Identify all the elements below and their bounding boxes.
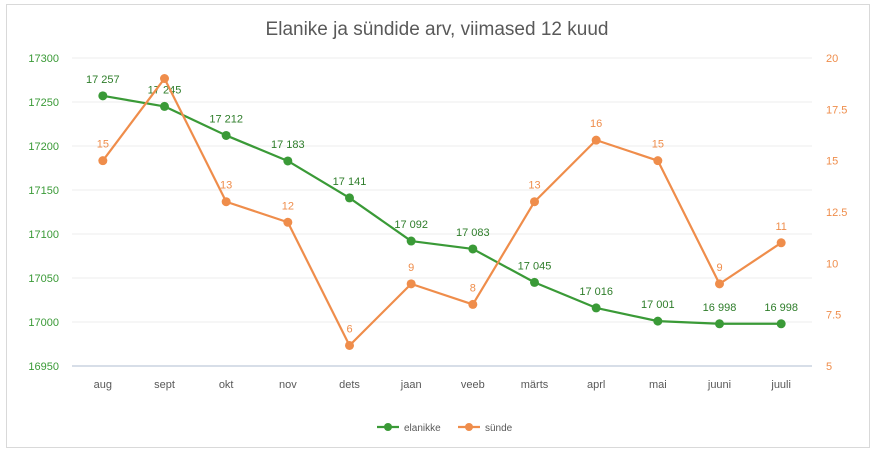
- legend: elanikke sünde: [377, 423, 513, 434]
- data-point: [653, 316, 663, 326]
- series-sünde: 15 13 12 6 9 8 13 16 15 9 11: [97, 74, 787, 350]
- x-tick-label: nov: [279, 379, 297, 391]
- data-label: 17 083: [456, 227, 490, 239]
- data-label: 9: [716, 262, 722, 274]
- data-point: [98, 156, 108, 166]
- data-point: [406, 279, 416, 289]
- y-left-tick-label: 17250: [28, 97, 59, 109]
- data-point: [283, 156, 293, 166]
- legend-marker: [384, 423, 392, 431]
- data-point: [776, 319, 786, 329]
- data-label: 13: [220, 180, 232, 192]
- legend-marker: [465, 423, 473, 431]
- data-label: 17 092: [394, 219, 428, 231]
- data-label: 17 045: [518, 260, 552, 272]
- data-point: [591, 303, 601, 313]
- data-point: [530, 277, 539, 287]
- y-left-tick-label: 17300: [28, 53, 59, 65]
- data-point: [160, 74, 169, 84]
- data-label: 15: [97, 139, 109, 151]
- data-label: 13: [528, 180, 540, 192]
- legend-label: elanikke: [404, 423, 441, 434]
- data-label: 6: [346, 323, 352, 335]
- data-label: 17 001: [641, 299, 675, 311]
- legend-label: sünde: [485, 423, 513, 434]
- data-label: 17 016: [579, 286, 613, 298]
- y-left-tick-label: 17100: [28, 229, 59, 241]
- y-right-tick-label: 5: [826, 361, 832, 373]
- data-label: 9: [408, 262, 414, 274]
- x-tick-label: juuni: [707, 379, 731, 391]
- data-point: [715, 279, 724, 289]
- data-point: [530, 197, 539, 207]
- x-tick-label: sept: [154, 379, 175, 391]
- chart-frame: [6, 4, 870, 448]
- y-right-tick-label: 7.5: [826, 310, 841, 322]
- y-left-tick-label: 16950: [28, 361, 59, 373]
- y-left-tick-label: 17200: [28, 141, 59, 153]
- data-point: [160, 101, 169, 111]
- data-label: 12: [282, 200, 294, 212]
- legend-item-elanikke: elanikke: [377, 423, 441, 434]
- data-point: [715, 319, 724, 329]
- y-axis-left: 16950 17000 17050 17100 17150 17200 17250 17300: [28, 53, 59, 373]
- y-right-tick-label: 17.5: [826, 104, 847, 116]
- y-right-tick-label: 10: [826, 258, 838, 270]
- data-point: [283, 217, 293, 227]
- grid: [72, 57, 812, 367]
- y-left-tick-label: 17150: [28, 185, 59, 197]
- data-point: [776, 238, 786, 248]
- data-label: 11: [775, 221, 786, 233]
- x-tick-label: mai: [649, 379, 667, 391]
- data-point: [653, 156, 663, 166]
- data-label: 16: [590, 118, 602, 130]
- data-label: 15: [652, 139, 664, 151]
- data-point: [468, 244, 478, 254]
- series-line: [101, 77, 782, 347]
- x-tick-label: dets: [339, 379, 360, 391]
- x-tick-label: aug: [94, 379, 112, 391]
- data-point: [468, 299, 478, 309]
- x-tick-label: okt: [219, 379, 234, 391]
- y-right-tick-label: 20: [826, 53, 838, 65]
- series-line: [102, 94, 782, 325]
- data-point: [98, 91, 108, 101]
- x-tick-label: aprl: [587, 379, 605, 391]
- data-label: 17 141: [333, 176, 367, 188]
- data-point: [221, 197, 231, 207]
- x-tick-label: jaan: [400, 379, 422, 391]
- y-right-tick-label: 12.5: [826, 207, 847, 219]
- data-label: 17 257: [86, 74, 120, 86]
- x-tick-label: juuli: [770, 379, 791, 391]
- x-tick-label: veeb: [461, 379, 485, 391]
- data-label: 17 212: [209, 113, 243, 125]
- data-label: 17 183: [271, 139, 305, 151]
- legend-item-sünde: sünde: [458, 423, 513, 434]
- y-left-tick-label: 17000: [28, 317, 59, 329]
- y-left-tick-label: 17050: [28, 273, 59, 285]
- y-axis-right: 5 7.5 10 12.5 15 17.5 20: [826, 53, 847, 373]
- data-point: [221, 130, 231, 140]
- x-tick-label: märts: [521, 379, 549, 391]
- data-label: 16 998: [703, 302, 737, 314]
- data-label: 16 998: [764, 302, 798, 314]
- data-label: 8: [470, 282, 476, 294]
- x-axis: aug sept okt nov dets jaan veeb märts aprl mai juu…: [94, 379, 791, 391]
- data-point: [591, 135, 601, 145]
- data-point: [345, 340, 354, 350]
- y-right-tick-label: 15: [826, 156, 838, 168]
- data-point: [406, 236, 416, 246]
- chart-title: Elanike ja sündide arv, viimased 12 kuud: [266, 19, 609, 40]
- data-point: [345, 193, 354, 203]
